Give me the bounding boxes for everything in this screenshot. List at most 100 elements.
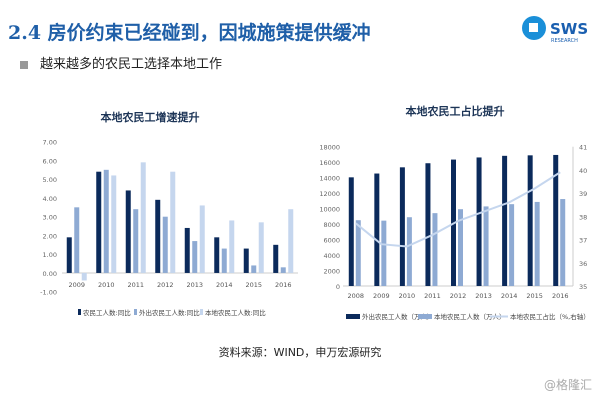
bar-1	[96, 171, 102, 273]
legend-swatch	[134, 309, 137, 315]
bar-3	[199, 205, 205, 273]
bar-2	[74, 207, 80, 273]
y-tick-label: 6000	[323, 237, 340, 245]
y2-tick-label: 40	[579, 167, 587, 175]
x-tick-label: 2014	[501, 292, 518, 300]
x-tick-label: 2016	[275, 281, 292, 289]
y-tick-label: 7.00	[43, 139, 57, 147]
bar-2	[432, 213, 438, 286]
bar-1	[155, 199, 161, 273]
y-tick-label: 2.00	[43, 232, 57, 240]
legend-label: 外出农民工人数（万人）	[362, 312, 434, 321]
y2-tick-label: 39	[579, 190, 587, 198]
x-tick-label: 2009	[373, 292, 390, 300]
watermark: @格隆汇	[543, 378, 592, 392]
chart-title: 本地农民工占比提升	[406, 104, 505, 118]
x-tick-label: 2010	[399, 292, 416, 300]
legend-swatch	[418, 314, 432, 319]
legend-label: 外出农民工人数:同比	[139, 308, 200, 317]
y-tick-label: 12000	[319, 190, 340, 198]
bar-2	[133, 209, 139, 273]
x-tick-label: 2011	[127, 281, 144, 289]
bar-1	[476, 157, 482, 286]
legend-swatch	[78, 309, 81, 315]
bar-3	[258, 222, 264, 273]
slide-title: 2.4 房价约束已经碰到，因城施策提供缓冲	[8, 22, 371, 44]
bar-2	[355, 220, 361, 286]
bar-3	[288, 209, 294, 273]
y-tick-label: 6.00	[43, 157, 57, 165]
bar-2	[560, 199, 566, 286]
slide-subtitle: 越来越多的农民工选择本地工作	[20, 53, 222, 72]
x-tick-label: 2011	[424, 292, 441, 300]
bar-3	[140, 162, 146, 273]
y-tick-label: 0	[336, 283, 340, 291]
charts: 本地农民工增速提升 7.00 6.00 5.00 4.00 3.00 2.00 1.00 0.0…	[40, 104, 590, 321]
bar-1	[348, 177, 354, 286]
bar-2	[509, 204, 515, 286]
bar-1	[374, 173, 380, 286]
legend-swatch	[346, 314, 360, 319]
bar-1	[399, 167, 405, 286]
svg-text:RESEARCH: RESEARCH	[551, 38, 578, 44]
y-tick-label: 4000	[323, 252, 340, 260]
x-tick-label: 2008	[348, 292, 365, 300]
x-tick-label: 2012	[450, 292, 467, 300]
legend-swatch	[200, 309, 203, 315]
bar-2	[192, 241, 198, 273]
bar-3	[81, 272, 87, 281]
x-tick-label: 2015	[526, 292, 543, 300]
y-tick-label: 4.00	[43, 195, 57, 203]
bar-1	[553, 154, 559, 286]
y-tick-label: 10000	[319, 206, 340, 214]
y-tick-label: 16000	[319, 159, 340, 167]
x-tick-label: 2013	[475, 292, 492, 300]
subtitle-text: 越来越多的农民工选择本地工作	[40, 57, 223, 72]
x-tick-label: 2010	[98, 281, 115, 289]
bar-2	[251, 265, 257, 273]
bar-1	[273, 244, 279, 273]
bar-2	[162, 216, 168, 273]
bar-2	[483, 206, 489, 286]
bar-1	[184, 227, 190, 273]
chart-title: 本地农民工增速提升	[101, 110, 200, 124]
bar-2	[406, 217, 412, 286]
sws-logo: SWS RESEARCH	[522, 16, 588, 44]
y-tick-label: 1.00	[43, 251, 57, 259]
y-tick-label: 3.00	[43, 214, 57, 222]
bar-1	[214, 237, 220, 273]
bar-2	[381, 220, 387, 286]
x-tick-label: 2014	[216, 281, 233, 289]
bar-2	[221, 248, 227, 273]
bar-3	[111, 175, 117, 273]
y2-tick-label: 35	[579, 283, 587, 291]
y2-tick-label: 36	[579, 260, 587, 268]
bar-2	[534, 201, 540, 286]
y-tick-label: 5.00	[43, 176, 57, 184]
legend-label: 本地农民工人数（万人）	[434, 312, 506, 321]
y-tick-label: 14000	[319, 175, 340, 183]
bar-1	[502, 155, 508, 286]
y-tick-label: 2000	[323, 268, 340, 276]
source-note: 资料来源：WIND，申万宏源研究	[218, 346, 382, 359]
y-tick-label: 18000	[319, 144, 340, 152]
x-tick-label: 2016	[552, 292, 569, 300]
bar-3	[229, 220, 235, 273]
bar-1	[425, 163, 431, 286]
bar-2	[280, 267, 286, 273]
y-tick-label: 0.00	[43, 270, 57, 278]
bar-2	[103, 169, 109, 273]
bar-2	[458, 209, 463, 286]
legend-label: 本地农民工人数:同比	[205, 308, 266, 317]
y-tick-label: 8000	[323, 221, 340, 229]
y2-tick-label: 37	[579, 237, 587, 245]
y2-tick-label: 38	[579, 213, 587, 221]
bar-1	[527, 155, 533, 286]
y-tick-label: -1.00	[40, 289, 57, 297]
bullet-icon	[20, 60, 28, 69]
x-tick-label: 2009	[68, 281, 85, 289]
legend-label: 本地农民工占比（%,右轴）	[510, 312, 590, 321]
bar-1	[243, 248, 249, 273]
line-series	[355, 171, 561, 248]
x-tick-label: 2013	[186, 281, 203, 289]
